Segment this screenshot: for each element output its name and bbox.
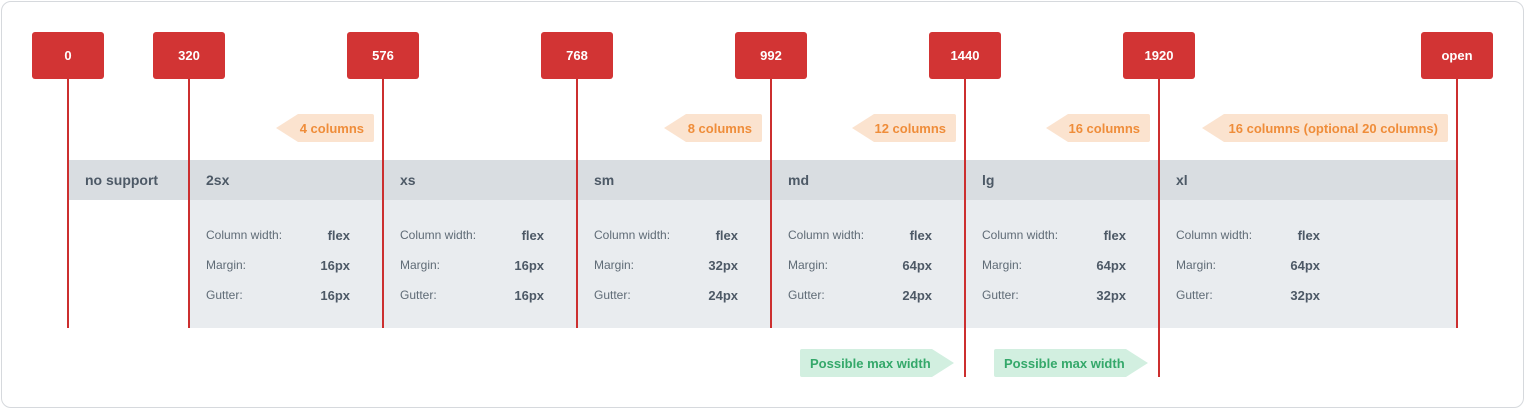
spec-label: Margin: bbox=[788, 258, 829, 272]
breakpoint-tag-320: 320 bbox=[153, 32, 225, 79]
spec-label: Margin: bbox=[594, 258, 635, 272]
spec-value: 16px bbox=[320, 257, 350, 273]
spec-row-column-width: Column width: flex bbox=[982, 227, 1126, 243]
spec-label: Column width: bbox=[1176, 228, 1253, 242]
spec-row-gutter: Gutter: 24px bbox=[594, 287, 738, 303]
spec-label: Gutter: bbox=[206, 288, 243, 302]
spec-label: Column width: bbox=[788, 228, 865, 242]
breakpoint-line-1440 bbox=[964, 79, 966, 377]
spec-row-gutter: Gutter: 16px bbox=[206, 287, 350, 303]
spec-value: flex bbox=[521, 227, 544, 243]
breakpoint-header-band bbox=[68, 160, 1457, 200]
breakpoint-line-open bbox=[1456, 79, 1458, 328]
spec-value: 64px bbox=[1290, 257, 1320, 273]
spec-label: Column width: bbox=[400, 228, 477, 242]
spec-row-gutter: Gutter: 32px bbox=[1176, 287, 1320, 303]
spec-row-column-width: Column width: flex bbox=[1176, 227, 1320, 243]
spec-row-gutter: Gutter: 32px bbox=[982, 287, 1126, 303]
breakpoint-tag-open: open bbox=[1421, 32, 1493, 79]
breakpoint-line-992 bbox=[770, 79, 772, 328]
max-width-arrow-1920: Possible max width bbox=[994, 349, 1148, 377]
spec-value: 24px bbox=[708, 287, 738, 303]
spec-value: 32px bbox=[1290, 287, 1320, 303]
breakpoint-tag-1920: 1920 bbox=[1123, 32, 1195, 79]
spec-row-margin: Margin: 16px bbox=[206, 257, 350, 273]
spec-label: Gutter: bbox=[400, 288, 437, 302]
spec-row-column-width: Column width: flex bbox=[206, 227, 350, 243]
breakpoint-tag-576: 576 bbox=[347, 32, 419, 79]
breakpoint-tag-992: 992 bbox=[735, 32, 807, 79]
spec-row-gutter: Gutter: 24px bbox=[788, 287, 932, 303]
columns-arrow-16-20: 16 columns (optional 20 columns) bbox=[1202, 114, 1448, 142]
segment-name-xl: xl bbox=[1176, 172, 1188, 188]
spec-row-margin: Margin: 32px bbox=[594, 257, 738, 273]
spec-value: 64px bbox=[902, 257, 932, 273]
breakpoint-tag-1440: 1440 bbox=[929, 32, 1001, 79]
spec-value: 24px bbox=[902, 287, 932, 303]
breakpoint-spec-band bbox=[189, 200, 1457, 328]
spec-label: Column width: bbox=[594, 228, 671, 242]
breakpoint-tag-768: 768 bbox=[541, 32, 613, 79]
spec-row-column-width: Column width: flex bbox=[594, 227, 738, 243]
spec-row-margin: Margin: 16px bbox=[400, 257, 544, 273]
spec-row-margin: Margin: 64px bbox=[1176, 257, 1320, 273]
spec-label: Gutter: bbox=[594, 288, 631, 302]
segment-name-sm: sm bbox=[594, 172, 615, 188]
breakpoint-line-320 bbox=[188, 79, 190, 328]
spec-label: Margin: bbox=[1176, 258, 1217, 272]
spec-value: flex bbox=[715, 227, 738, 243]
spec-label: Gutter: bbox=[788, 288, 825, 302]
breakpoint-line-768 bbox=[576, 79, 578, 328]
segment-name-lg: lg bbox=[982, 172, 995, 188]
spec-label: Column width: bbox=[206, 228, 283, 242]
spec-label: Margin: bbox=[400, 258, 441, 272]
spec-value: 64px bbox=[1096, 257, 1126, 273]
spec-value: 32px bbox=[708, 257, 738, 273]
segment-name-xs: xs bbox=[400, 172, 416, 188]
breakpoint-line-0 bbox=[67, 79, 69, 328]
spec-label: Margin: bbox=[206, 258, 247, 272]
spec-value: flex bbox=[1103, 227, 1126, 243]
spec-value: flex bbox=[327, 227, 350, 243]
max-width-arrow-1440: Possible max width bbox=[800, 349, 954, 377]
spec-value: flex bbox=[1297, 227, 1320, 243]
spec-label: Column width: bbox=[982, 228, 1059, 242]
no-support-label: no support bbox=[85, 172, 159, 188]
breakpoint-line-576 bbox=[382, 79, 384, 328]
spec-label: Gutter: bbox=[982, 288, 1019, 302]
segment-name-2sx: 2sx bbox=[206, 172, 230, 188]
breakpoint-tag-0: 0 bbox=[32, 32, 104, 79]
spec-value: flex bbox=[909, 227, 932, 243]
spec-row-margin: Margin: 64px bbox=[982, 257, 1126, 273]
spec-row-column-width: Column width: flex bbox=[788, 227, 932, 243]
spec-row-gutter: Gutter: 16px bbox=[400, 287, 544, 303]
spec-row-margin: Margin: 64px bbox=[788, 257, 932, 273]
columns-arrow-8: 8 columns bbox=[664, 114, 762, 142]
spec-value: 16px bbox=[514, 287, 544, 303]
segment-name-md: md bbox=[788, 172, 809, 188]
spec-value: 16px bbox=[514, 257, 544, 273]
spec-value: 32px bbox=[1096, 287, 1126, 303]
spec-value: 16px bbox=[320, 287, 350, 303]
spec-row-column-width: Column width: flex bbox=[400, 227, 544, 243]
columns-arrow-16: 16 columns bbox=[1046, 114, 1150, 142]
spec-label: Gutter: bbox=[1176, 288, 1213, 302]
breakpoint-line-1920 bbox=[1158, 79, 1160, 377]
columns-arrow-12: 12 columns bbox=[852, 114, 956, 142]
spec-label: Margin: bbox=[982, 258, 1023, 272]
columns-arrow-4: 4 columns bbox=[276, 114, 374, 142]
